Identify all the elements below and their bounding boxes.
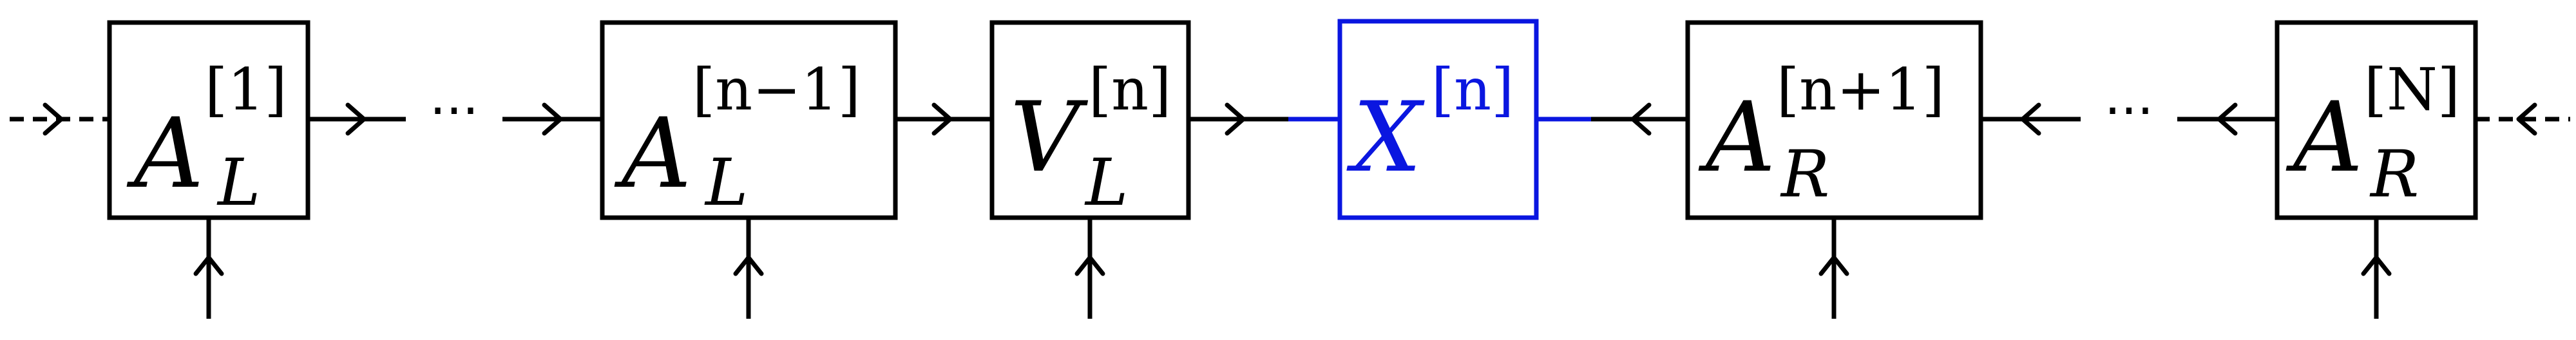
tensor-superscript: [N] — [2364, 56, 2460, 124]
arrow-left-icon — [2217, 102, 2238, 136]
tensor-base: X — [1346, 82, 1425, 194]
tensor-box — [1685, 20, 1983, 220]
tensor-base: V — [1010, 82, 1089, 194]
tensor-base: A — [2285, 82, 2363, 194]
tensor-subscript: R — [2369, 137, 2419, 212]
arrow-left-icon — [2516, 102, 2537, 136]
tensor-box-highlighted — [1337, 19, 1539, 220]
tensor-superscript: [1] — [205, 56, 287, 124]
arrow-right-icon — [542, 102, 563, 136]
tensor-subscript: L — [216, 145, 260, 220]
tensor-subscript: L — [1084, 145, 1128, 220]
tensor-base: A — [1698, 82, 1775, 194]
ellipsis-left: ··· — [430, 81, 479, 141]
tensor-an1: A [n−1] L — [600, 20, 898, 220]
tensor-ar1: A [n+1] R — [1685, 20, 1983, 220]
tensor-subscript: R — [1780, 137, 1829, 212]
tensor-aN: A [N] R — [2275, 20, 2478, 220]
tensor-subscript: L — [704, 145, 748, 220]
arrow-up-icon — [733, 255, 764, 276]
arrow-right-icon — [345, 102, 367, 136]
tensor-a1: A [1] L — [107, 20, 310, 220]
tensor-v: V [n] L — [989, 20, 1191, 220]
arrow-right-icon — [931, 102, 953, 136]
arrow-up-icon — [1074, 255, 1105, 276]
arrow-up-icon — [2361, 255, 2392, 276]
tensor-superscript: [n+1] — [1777, 56, 1945, 124]
arrow-left-icon — [1630, 102, 1652, 136]
bond-arrows — [43, 102, 2537, 136]
arrow-right-icon — [1225, 102, 1246, 136]
arrow-up-icon — [193, 255, 224, 276]
tensor-box — [107, 20, 310, 220]
tensor-box — [989, 20, 1191, 220]
tensor-superscript: [n−1] — [692, 56, 861, 124]
physical-legs — [193, 218, 2392, 319]
tensor-box — [600, 20, 898, 220]
tensor-superscript: [n] — [1089, 56, 1171, 124]
tensor-base: A — [614, 98, 691, 210]
tensor-x: X [n] — [1337, 19, 1539, 220]
arrow-up-icon — [1818, 255, 1849, 276]
tensor-base: A — [126, 98, 204, 210]
arrow-left-icon — [2020, 102, 2041, 136]
ellipsis-right: ··· — [2104, 81, 2153, 141]
tensor-superscript: [n] — [1431, 56, 1514, 124]
tensor-box — [2275, 20, 2478, 220]
arrow-right-icon — [43, 102, 64, 136]
